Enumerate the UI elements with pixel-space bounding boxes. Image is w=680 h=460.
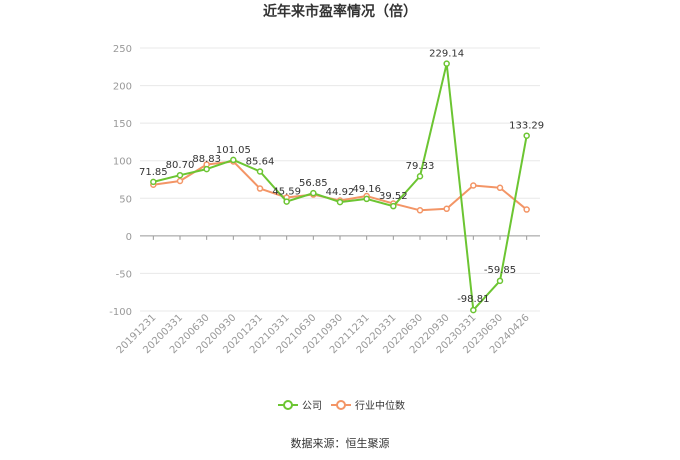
data-label: 44.92 (326, 187, 355, 198)
data-point[interactable] (523, 206, 530, 213)
data-point[interactable] (496, 184, 504, 192)
data-label: 85.64 (246, 157, 275, 168)
data-point[interactable] (150, 178, 157, 186)
legend-marker-company (283, 400, 293, 410)
y-tick-label: 150 (113, 119, 132, 130)
y-tick-label: -100 (109, 307, 132, 318)
data-point[interactable] (176, 177, 184, 185)
legend-item-industry[interactable]: 行业中位数 (331, 399, 405, 412)
data-label: 71.85 (139, 167, 168, 178)
data-point[interactable] (336, 198, 344, 206)
data-point[interactable] (523, 132, 530, 139)
data-label: -59.85 (484, 265, 516, 276)
legend-marker-industry (336, 400, 346, 410)
data-point[interactable] (416, 207, 424, 214)
source-note: 数据来源：恒生聚源 (291, 436, 390, 450)
data-label: 45.59 (272, 187, 301, 198)
legend-label-company: 公司 (302, 401, 322, 412)
data-label: -98.81 (457, 294, 489, 305)
data-label: 79.33 (406, 161, 435, 172)
y-tick-label: 50 (119, 194, 132, 205)
legend-label-industry: 行业中位数 (355, 399, 405, 412)
data-point[interactable] (390, 202, 397, 210)
y-tick-label: 200 (113, 82, 132, 93)
data-label: 80.70 (166, 160, 195, 171)
data-point[interactable] (230, 156, 237, 164)
data-point[interactable] (176, 171, 184, 179)
data-label: 39.52 (379, 191, 408, 202)
data-point[interactable] (283, 198, 290, 205)
y-axis-ticks: 250 200 150 100 50 0 -50 -100 (109, 44, 132, 318)
data-point[interactable] (363, 195, 370, 203)
data-point[interactable] (203, 165, 210, 173)
data-label: 229.14 (429, 49, 464, 60)
y-tick-label: -50 (116, 269, 132, 280)
data-point[interactable] (256, 185, 264, 192)
data-label: 101.05 (216, 145, 251, 156)
data-label: 133.29 (509, 121, 544, 132)
data-point[interactable] (443, 60, 450, 67)
grid-lines (140, 47, 540, 312)
data-point[interactable] (496, 277, 504, 285)
data-point[interactable] (470, 182, 477, 189)
data-point[interactable] (443, 205, 450, 213)
data-point[interactable] (470, 306, 477, 314)
y-tick-label: 0 (126, 232, 132, 243)
data-label: 56.85 (299, 178, 328, 189)
y-tick-label: 250 (113, 44, 132, 55)
data-point[interactable] (256, 168, 264, 175)
data-point[interactable] (416, 172, 424, 180)
chart-title: 近年来市盈率情况（倍） (263, 3, 417, 20)
data-label: 88.83 (192, 154, 221, 165)
series-layer (150, 60, 530, 314)
data-point[interactable] (310, 189, 317, 197)
series-company (150, 60, 530, 314)
legend-item-company[interactable]: 公司 (278, 400, 322, 412)
data-label: 49.16 (352, 184, 381, 195)
y-tick-label: 100 (113, 157, 132, 168)
legend: 公司 行业中位数 (278, 399, 405, 412)
